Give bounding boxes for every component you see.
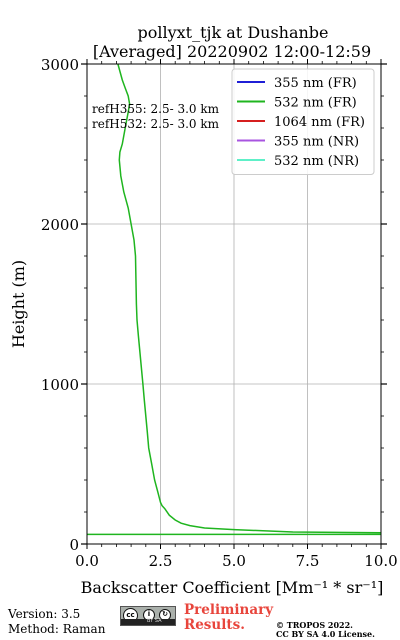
x-tick-label: 2.5 (149, 552, 173, 570)
legend-label: 1064 nm (FR) (274, 115, 365, 130)
x-tick-label: 5.0 (222, 552, 246, 570)
annotation-refh355: refH355: 2.5- 3.0 km (92, 102, 220, 116)
y-tick-label: 3000 (41, 56, 79, 74)
axis-ticks: 0.0 2.5 5.0 7.5 10.0 0 1000 2000 3000 (41, 56, 398, 570)
chart-subtitle: [Averaged] 20220902 12:00-12:59 (93, 42, 371, 61)
version-text: Version: 3.5 (8, 607, 81, 621)
chart-title: pollyxt_tjk at Dushanbe (137, 23, 328, 42)
y-tick-label: 0 (69, 536, 79, 554)
x-tick-label: 7.5 (296, 552, 320, 570)
legend: 355 nm (FR) 532 nm (FR) 1064 nm (FR) 355 nm… (231, 68, 375, 175)
legend-label: 355 nm (NR) (274, 135, 359, 150)
cc-license-badge: cc i ↻ BY SA (120, 606, 176, 626)
backscatter-profile-chart: pollyxt_tjk at Dushanbe [Averaged] 20220… (9, 23, 398, 597)
legend-label: 532 nm (FR) (274, 96, 357, 111)
legend-box (231, 68, 375, 175)
copyright-line-1: © TROPOS 2022. (276, 620, 353, 630)
plot-frame (86, 63, 382, 545)
license-badge-text: BY SA (147, 618, 162, 624)
method-text: Method: Raman (8, 622, 106, 636)
copyright-line-2: CC BY SA 4.0 License. (276, 629, 375, 639)
series-line-532-nm-fr- (117, 63, 382, 534)
y-tick-label: 1000 (41, 376, 79, 394)
series-lines (87, 63, 382, 536)
legend-label: 532 nm (NR) (274, 154, 359, 169)
preliminary-label-1: Preliminary (184, 602, 274, 618)
x-tick-label: 0.0 (75, 552, 99, 570)
x-axis-label: Backscatter Coefficient [Mm⁻¹ * sr⁻¹] (81, 578, 384, 597)
legend-label: 355 nm (FR) (274, 76, 357, 91)
preliminary-label-2: Results. (184, 617, 245, 633)
y-tick-label: 2000 (41, 216, 79, 234)
annotation-refh532: refH532: 2.5- 3.0 km (92, 117, 220, 131)
license-badge-bar: BY SA (121, 618, 175, 625)
x-tick-label: 10.0 (364, 552, 397, 570)
y-axis-label: Height (m) (9, 260, 28, 348)
